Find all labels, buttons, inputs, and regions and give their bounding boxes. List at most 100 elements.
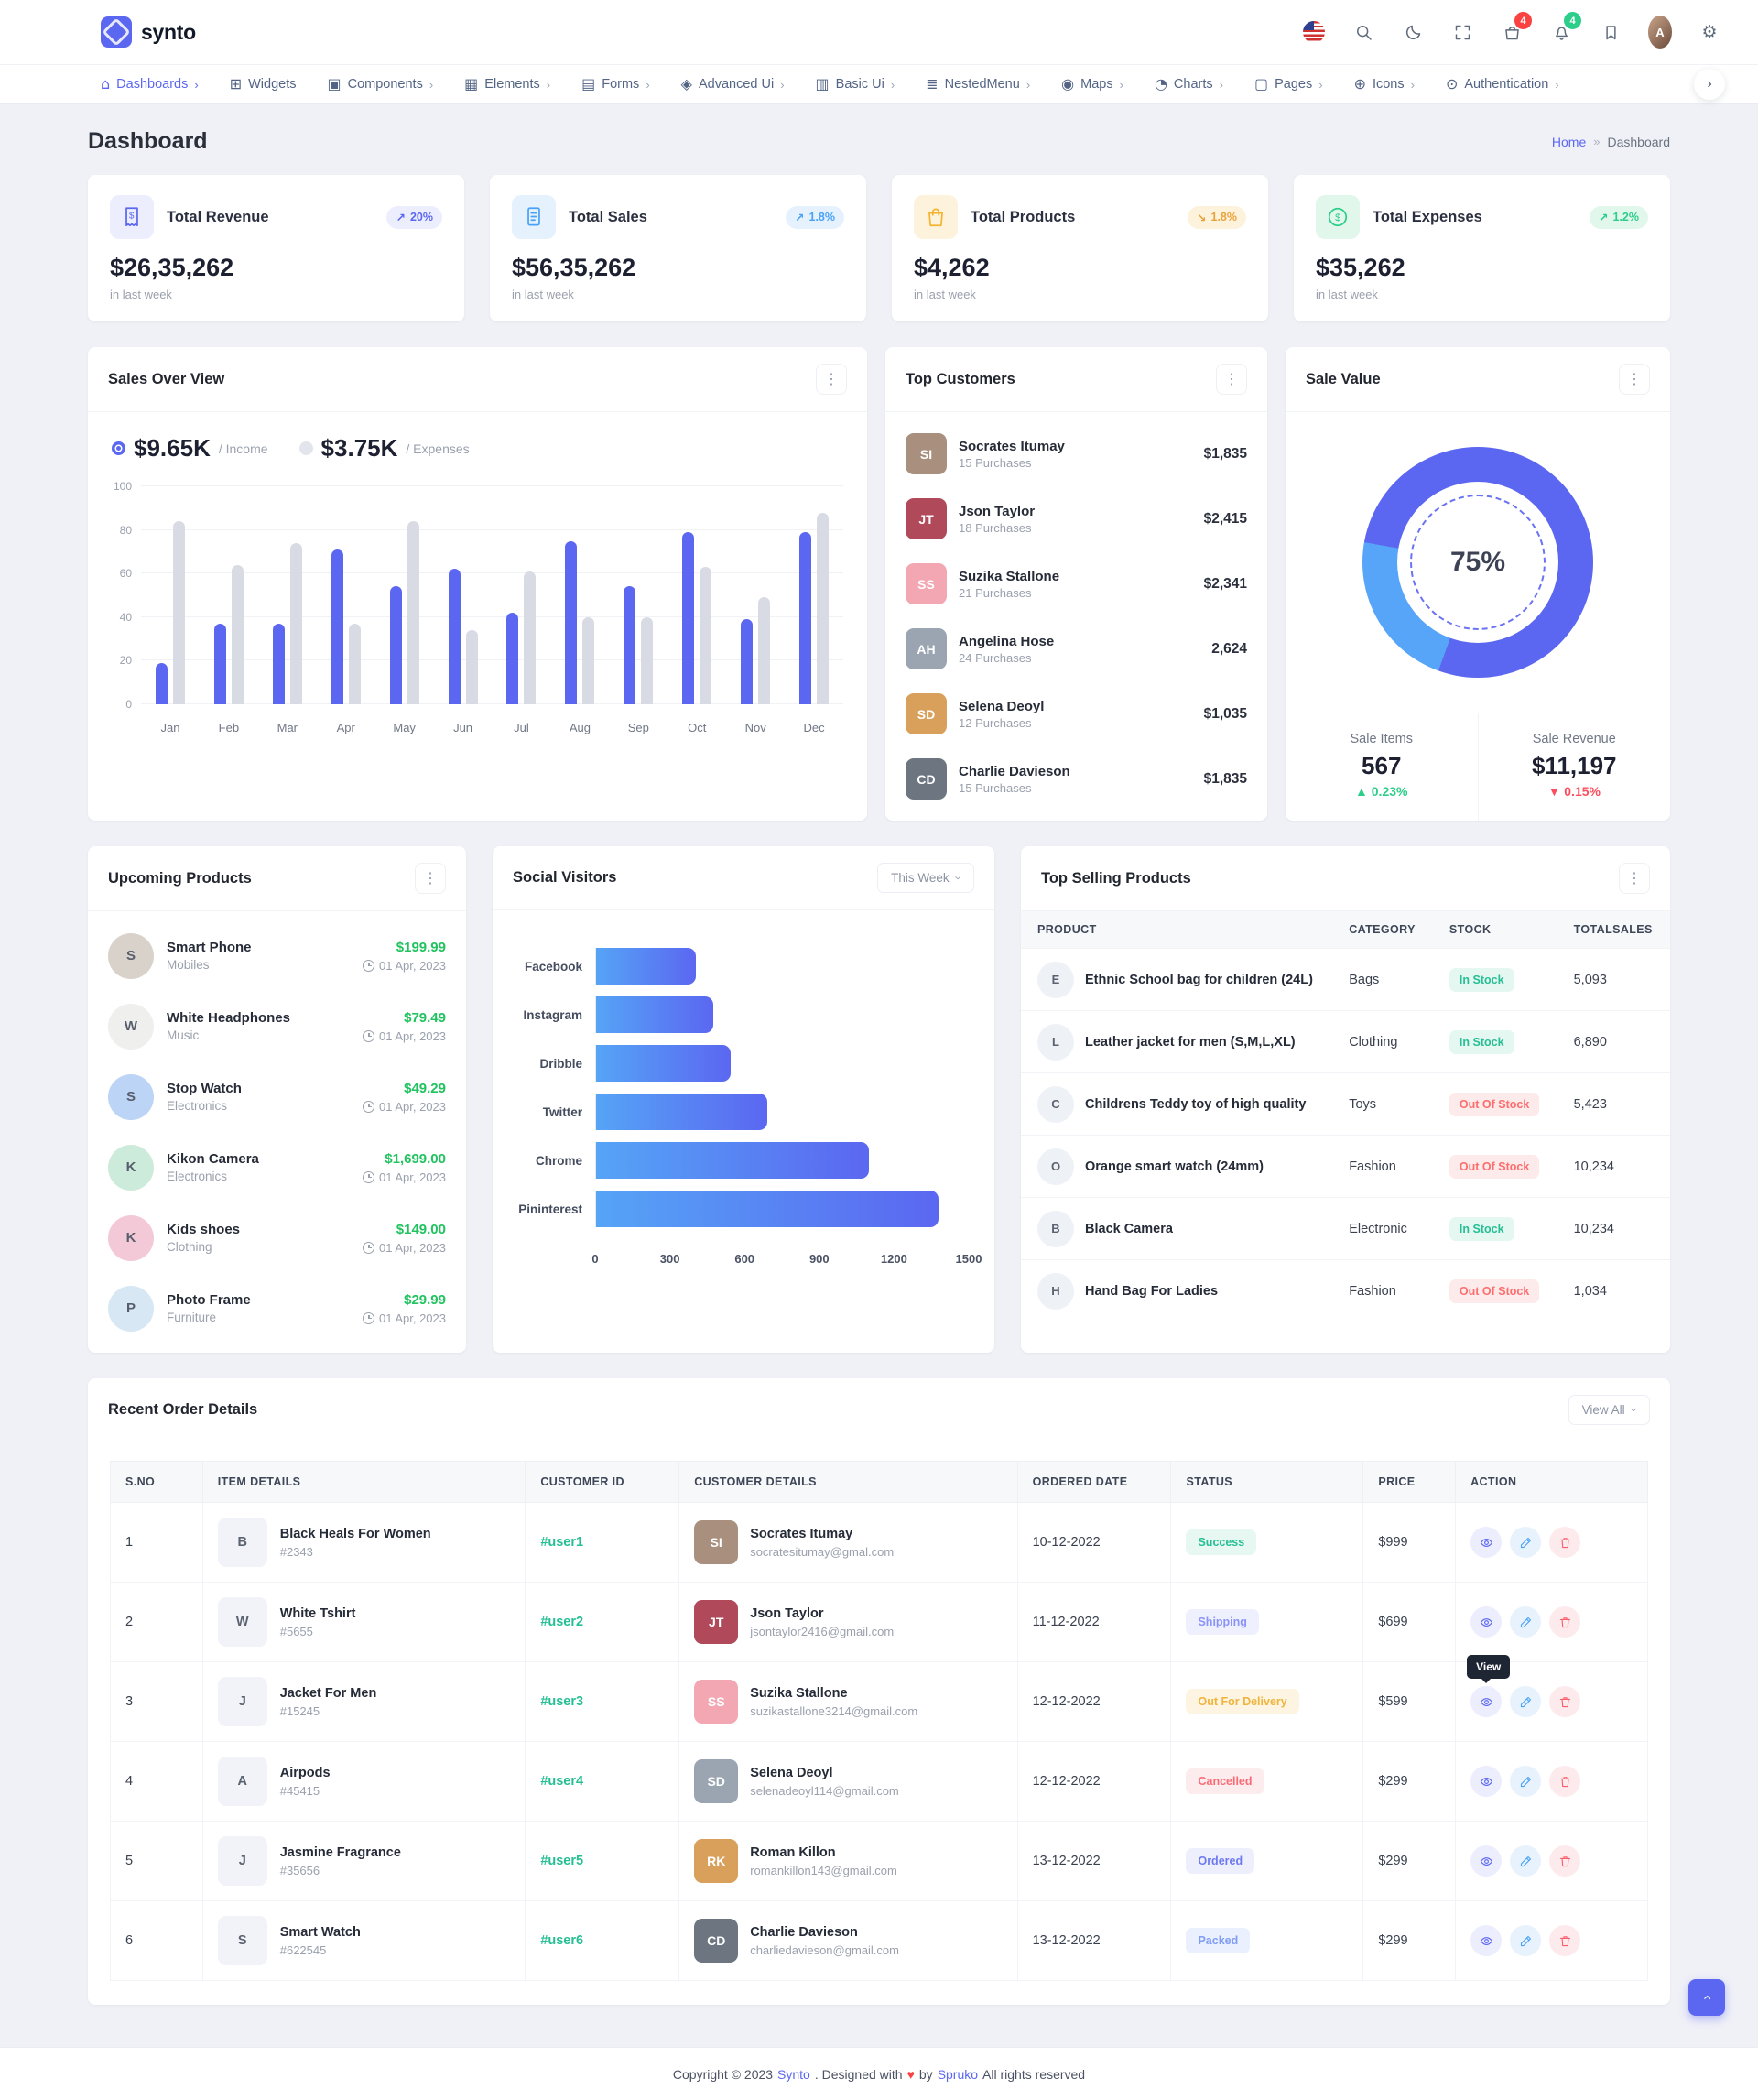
gear-icon[interactable]: ⚙ (1698, 20, 1721, 44)
nav-item-components[interactable]: ▣ Components › (327, 77, 433, 92)
expenses-bar[interactable] (231, 564, 244, 704)
customer-id-link[interactable]: #user1 (540, 1535, 584, 1550)
upcoming-product-row[interactable]: P Photo Frame Furniture $29.99 01 Apr, 2023 (108, 1273, 446, 1344)
expenses-bar[interactable] (700, 567, 712, 704)
order-row[interactable]: 4 A Airpods #45415 #user4 SD Selena Deoyl selen… (110, 1741, 1648, 1822)
spruko-link[interactable]: Spruko (937, 2066, 979, 2082)
nav-item-nestedmenu[interactable]: ≣ NestedMenu › (926, 77, 1030, 92)
upcoming-product-row[interactable]: W White Headphones Music $79.49 01 Apr, 2023 (108, 991, 446, 1061)
income-bar[interactable] (506, 613, 519, 704)
edit-button[interactable] (1510, 1845, 1542, 1877)
customer-id-link[interactable]: #user4 (540, 1774, 584, 1789)
income-bar[interactable] (272, 623, 285, 704)
expenses-bar[interactable] (407, 521, 419, 704)
social-visitors-range-select[interactable]: This Week › (877, 863, 974, 893)
delete-button[interactable] (1549, 1925, 1581, 1956)
nav-item-maps[interactable]: ◉ Maps › (1061, 77, 1123, 92)
delete-button[interactable] (1549, 1845, 1581, 1877)
upcoming-products-menu-button[interactable]: ⋮ (415, 863, 446, 894)
order-row[interactable]: 1 B Black Heals For Women #2343 #user1 SI Socr… (110, 1502, 1648, 1583)
income-bar[interactable] (799, 531, 812, 704)
expenses-bar[interactable] (465, 630, 478, 704)
customer-row[interactable]: SI Socrates Itumay 15 Purchases $1,835 (906, 421, 1247, 486)
social-bar[interactable] (596, 1094, 768, 1130)
income-bar[interactable] (682, 531, 695, 704)
fullscreen-icon[interactable] (1450, 20, 1474, 44)
view-button[interactable] (1470, 1766, 1503, 1797)
flag-us-icon[interactable] (1302, 20, 1326, 44)
search-icon[interactable] (1351, 20, 1375, 44)
social-bar[interactable] (596, 1045, 731, 1082)
sales-overview-menu-button[interactable]: ⋮ (816, 364, 847, 395)
customer-id-link[interactable]: #user5 (540, 1854, 584, 1868)
table-row[interactable]: E Ethnic School bag for children (24L) Bag… (1021, 948, 1670, 1011)
synto-link[interactable]: Synto (777, 2066, 810, 2082)
income-bar[interactable] (213, 623, 226, 704)
expenses-bar[interactable] (524, 571, 537, 704)
view-button[interactable] (1470, 1686, 1503, 1717)
edit-button[interactable] (1510, 1925, 1542, 1956)
customer-id-link[interactable]: #user6 (540, 1933, 584, 1948)
customer-row[interactable]: SD Selena Deoyl 12 Purchases $1,035 (906, 681, 1247, 746)
nav-item-forms[interactable]: ▤ Forms › (581, 77, 650, 92)
income-bar[interactable] (448, 569, 461, 704)
income-bar[interactable] (565, 540, 578, 704)
order-row[interactable]: 3 J Jacket For Men #15245 #user3 SS Suzika Sta… (110, 1655, 1648, 1742)
top-customers-menu-button[interactable]: ⋮ (1216, 364, 1247, 395)
customer-row[interactable]: CD Charlie Davieson 15 Purchases $1,835 (906, 746, 1247, 811)
delete-button[interactable] (1549, 1527, 1581, 1558)
expenses-bar[interactable] (817, 512, 830, 704)
order-row[interactable]: 6 S Smart Watch #622545 #user6 CD Charlie Davi… (110, 1900, 1648, 1981)
expenses-bar[interactable] (758, 597, 771, 704)
edit-button[interactable] (1510, 1527, 1542, 1558)
nav-item-widgets[interactable]: ⊞ Widgets (230, 77, 297, 92)
social-bar[interactable] (596, 1142, 870, 1179)
bookmark-icon[interactable] (1599, 20, 1622, 44)
breadcrumb-home-link[interactable]: Home (1551, 134, 1587, 149)
social-bar[interactable] (596, 948, 696, 985)
scroll-to-top-button[interactable]: › (1688, 1979, 1725, 2016)
expenses-bar[interactable] (348, 623, 361, 704)
expenses-bar[interactable] (289, 542, 302, 704)
delete-button[interactable] (1549, 1686, 1581, 1717)
social-bar[interactable] (596, 996, 713, 1033)
customer-row[interactable]: JT Json Taylor 18 Purchases $2,415 (906, 486, 1247, 551)
table-row[interactable]: C Childrens Teddy toy of high quality Toys… (1021, 1072, 1670, 1136)
nav-item-charts[interactable]: ◔ Charts › (1155, 77, 1223, 92)
expenses-bar[interactable] (172, 521, 185, 704)
customer-row[interactable]: SS Suzika Stallone 21 Purchases $2,341 (906, 551, 1247, 616)
delete-button[interactable] (1549, 1606, 1581, 1638)
table-row[interactable]: B Black Camera Electronic In Stock 10,234 (1021, 1197, 1670, 1260)
edit-button[interactable] (1510, 1766, 1542, 1797)
sale-value-menu-button[interactable]: ⋮ (1619, 364, 1650, 395)
table-row[interactable]: L Leather jacket for men (S,M,L,XL) Clothi… (1021, 1010, 1670, 1073)
upcoming-product-row[interactable]: S Smart Phone Mobiles $199.99 01 Apr, 2023 (108, 920, 446, 991)
nav-item-authentication[interactable]: ⊙ Authentication › (1446, 77, 1559, 92)
nav-item-advanced-ui[interactable]: ◈ Advanced Ui › (681, 77, 785, 92)
brand-logo[interactable]: synto (101, 16, 196, 48)
nav-item-pages[interactable]: ▢ Pages › (1254, 77, 1323, 92)
customer-id-link[interactable]: #user2 (540, 1615, 584, 1629)
bell-icon[interactable]: 4 (1549, 12, 1581, 44)
view-button[interactable] (1470, 1606, 1503, 1638)
table-row[interactable]: O Orange smart watch (24mm) Fashion Out Of … (1021, 1135, 1670, 1198)
top-selling-menu-button[interactable]: ⋮ (1619, 863, 1650, 894)
expenses-legend-dot[interactable] (298, 441, 313, 455)
nav-item-elements[interactable]: ▦ Elements › (464, 77, 550, 92)
nav-scroll-next-button[interactable]: › (1694, 69, 1725, 100)
upcoming-product-row[interactable]: K Kikon Camera Electronics $1,699.00 01 Apr,… (108, 1132, 446, 1202)
nav-item-icons[interactable]: ⊕ Icons › (1354, 77, 1415, 92)
view-button[interactable] (1470, 1845, 1503, 1877)
edit-button[interactable] (1510, 1686, 1542, 1717)
cart-icon[interactable]: 4 (1500, 12, 1532, 44)
income-bar[interactable] (155, 662, 168, 704)
income-legend-dot[interactable] (112, 441, 125, 455)
expenses-bar[interactable] (582, 616, 595, 704)
social-bar[interactable] (596, 1191, 939, 1227)
order-row[interactable]: 5 J Jasmine Fragrance #35656 #user5 RK Roman K… (110, 1821, 1648, 1901)
customer-id-link[interactable]: #user3 (540, 1694, 584, 1709)
customer-row[interactable]: AH Angelina Hose 24 Purchases 2,624 (906, 616, 1247, 681)
table-row[interactable]: H Hand Bag For Ladies Fashion Out Of Stock 1… (1021, 1259, 1670, 1322)
avatar-icon[interactable]: A (1648, 16, 1672, 49)
edit-button[interactable] (1510, 1606, 1542, 1638)
